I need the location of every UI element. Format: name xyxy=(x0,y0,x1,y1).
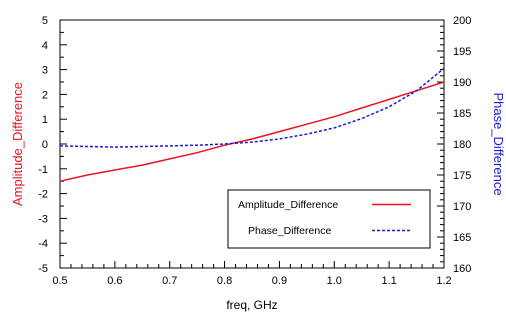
right-y-axis-title: Phase_Difference xyxy=(491,92,506,195)
series-line-amplitude xyxy=(59,81,445,182)
left-tick-label: -3 xyxy=(38,213,48,225)
left-tick-label: -2 xyxy=(38,189,48,201)
x-axis-title: freq, GHz xyxy=(226,298,277,312)
x-tick-label: 0.5 xyxy=(52,275,67,287)
left-tick-label: -4 xyxy=(38,238,48,250)
left-y-axis-title: Amplitude_Difference xyxy=(10,82,25,206)
right-tick-label: 160 xyxy=(453,263,471,275)
x-tick-label: 1.1 xyxy=(381,275,396,287)
left-tick-label: 4 xyxy=(42,40,48,52)
legend: Amplitude_Difference Phase_Difference xyxy=(227,189,431,249)
x-tick-label: 0.8 xyxy=(217,275,232,287)
x-tick-label: 0.7 xyxy=(162,275,177,287)
x-tick-label: 0.6 xyxy=(107,275,122,287)
legend-box xyxy=(227,189,431,249)
axis-ticks xyxy=(59,19,445,269)
left-tick-label: 2 xyxy=(42,89,48,101)
right-tick-label: 175 xyxy=(453,170,471,182)
right-tick-label: 180 xyxy=(453,139,471,151)
right-tick-label: 165 xyxy=(453,232,471,244)
left-tick-label: 5 xyxy=(42,15,48,27)
left-tick-label: 1 xyxy=(42,114,48,126)
left-tick-label: -1 xyxy=(38,164,48,176)
left-tick-label: 0 xyxy=(42,139,48,151)
legend-label-phase: Phase_Difference xyxy=(248,225,331,237)
tick-labels: 0.5 0.6 0.7 0.8 0.9 1.0 1.1 1.2 -5 -4 -3 -2 -1 0 1 2 3 4 5… xyxy=(38,15,471,287)
left-tick-label: -5 xyxy=(38,263,48,275)
series-line-phase xyxy=(59,67,445,148)
right-tick-label: 195 xyxy=(453,46,471,58)
right-tick-label: 170 xyxy=(453,201,471,213)
x-tick-label: 1.2 xyxy=(436,275,451,287)
series-layer xyxy=(59,67,445,182)
x-tick-label: 0.9 xyxy=(272,275,287,287)
x-tick-label: 1.0 xyxy=(327,275,342,287)
right-tick-label: 185 xyxy=(453,108,471,120)
right-tick-label: 190 xyxy=(453,77,471,89)
left-tick-label: 3 xyxy=(42,65,48,77)
right-tick-label: 200 xyxy=(453,15,471,27)
legend-label-amplitude: Amplitude_Difference xyxy=(238,199,338,211)
